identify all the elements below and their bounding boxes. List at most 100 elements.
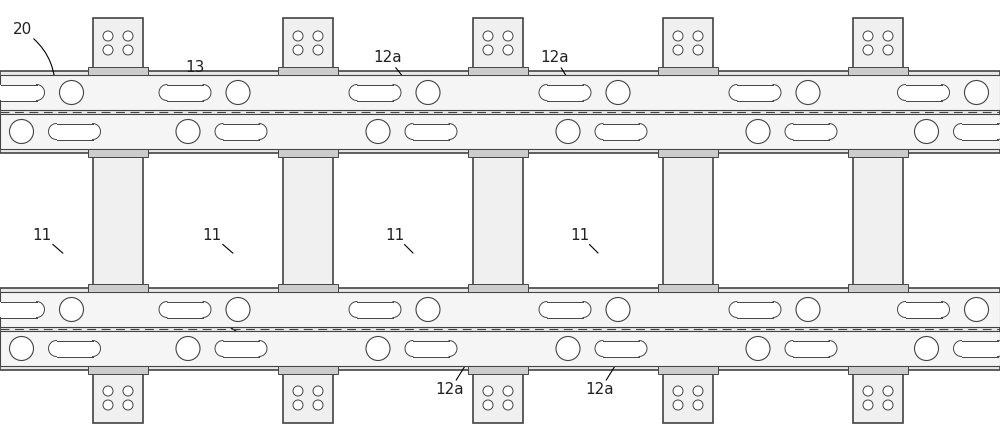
Text: 11: 11	[32, 228, 63, 253]
Circle shape	[863, 386, 873, 396]
Bar	[278, 284, 338, 292]
Circle shape	[503, 400, 513, 410]
Bar	[56, 123, 92, 139]
Circle shape	[215, 340, 231, 356]
Circle shape	[673, 45, 683, 55]
Circle shape	[631, 123, 647, 139]
Circle shape	[821, 340, 837, 356]
Bar	[468, 149, 528, 157]
Circle shape	[765, 302, 781, 318]
Circle shape	[159, 302, 175, 318]
Circle shape	[746, 120, 770, 143]
Circle shape	[990, 123, 1000, 139]
Circle shape	[483, 386, 493, 396]
Circle shape	[195, 302, 211, 318]
Bar	[278, 149, 338, 157]
Bar	[93, 18, 143, 423]
Circle shape	[914, 336, 938, 360]
Circle shape	[103, 45, 113, 55]
Circle shape	[883, 386, 893, 396]
Circle shape	[606, 81, 630, 105]
Bar	[0, 302, 36, 318]
Circle shape	[226, 81, 250, 105]
Circle shape	[28, 302, 44, 318]
Bar	[283, 18, 333, 423]
Bar	[848, 284, 908, 292]
Circle shape	[103, 31, 113, 41]
Circle shape	[293, 31, 303, 41]
Bar	[658, 149, 718, 157]
Bar	[0, 331, 1000, 366]
Circle shape	[159, 85, 175, 101]
Circle shape	[693, 31, 703, 41]
Circle shape	[821, 123, 837, 139]
Circle shape	[251, 123, 267, 139]
Text: 12a: 12a	[436, 352, 474, 397]
Circle shape	[123, 45, 133, 55]
Circle shape	[883, 400, 893, 410]
Circle shape	[48, 123, 64, 139]
Bar	[0, 71, 1000, 153]
Circle shape	[313, 386, 323, 396]
Circle shape	[195, 85, 211, 101]
Circle shape	[123, 400, 133, 410]
Text: 12a: 12a	[541, 51, 579, 96]
Circle shape	[123, 386, 133, 396]
Circle shape	[483, 400, 493, 410]
Circle shape	[441, 340, 457, 356]
Circle shape	[10, 336, 34, 360]
Circle shape	[123, 31, 133, 41]
Circle shape	[673, 400, 683, 410]
Circle shape	[673, 31, 683, 41]
Text: 13: 13	[185, 60, 238, 103]
Circle shape	[539, 85, 555, 101]
Bar	[88, 284, 148, 292]
Text: 12: 12	[938, 303, 970, 319]
Circle shape	[673, 386, 683, 396]
Circle shape	[385, 85, 401, 101]
Circle shape	[575, 302, 591, 318]
Circle shape	[176, 336, 200, 360]
Circle shape	[503, 45, 513, 55]
Circle shape	[503, 31, 513, 41]
Circle shape	[84, 123, 100, 139]
Text: 12: 12	[938, 85, 970, 101]
Circle shape	[48, 340, 64, 356]
Circle shape	[693, 400, 703, 410]
Bar	[793, 340, 829, 356]
Bar	[88, 149, 148, 157]
Circle shape	[483, 31, 493, 41]
Bar	[0, 75, 1000, 110]
Circle shape	[416, 81, 440, 105]
Circle shape	[898, 302, 914, 318]
Bar	[663, 18, 713, 423]
Circle shape	[349, 302, 365, 318]
Bar	[603, 123, 639, 139]
Circle shape	[729, 85, 745, 101]
Circle shape	[293, 386, 303, 396]
Bar	[468, 67, 528, 75]
Circle shape	[595, 123, 611, 139]
Circle shape	[863, 31, 873, 41]
Circle shape	[556, 336, 580, 360]
Text: 20: 20	[12, 22, 55, 92]
Circle shape	[785, 340, 801, 356]
Circle shape	[796, 298, 820, 321]
Circle shape	[539, 302, 555, 318]
Circle shape	[103, 386, 113, 396]
Circle shape	[313, 45, 323, 55]
Circle shape	[883, 31, 893, 41]
Circle shape	[503, 386, 513, 396]
Circle shape	[883, 45, 893, 55]
Circle shape	[746, 336, 770, 360]
Circle shape	[914, 120, 938, 143]
Bar	[658, 284, 718, 292]
Circle shape	[405, 123, 421, 139]
Circle shape	[693, 45, 703, 55]
Bar	[853, 18, 903, 423]
Bar	[468, 284, 528, 292]
Bar	[413, 123, 449, 139]
Bar	[793, 123, 829, 139]
Text: 12a: 12a	[374, 51, 418, 96]
Circle shape	[0, 85, 8, 101]
